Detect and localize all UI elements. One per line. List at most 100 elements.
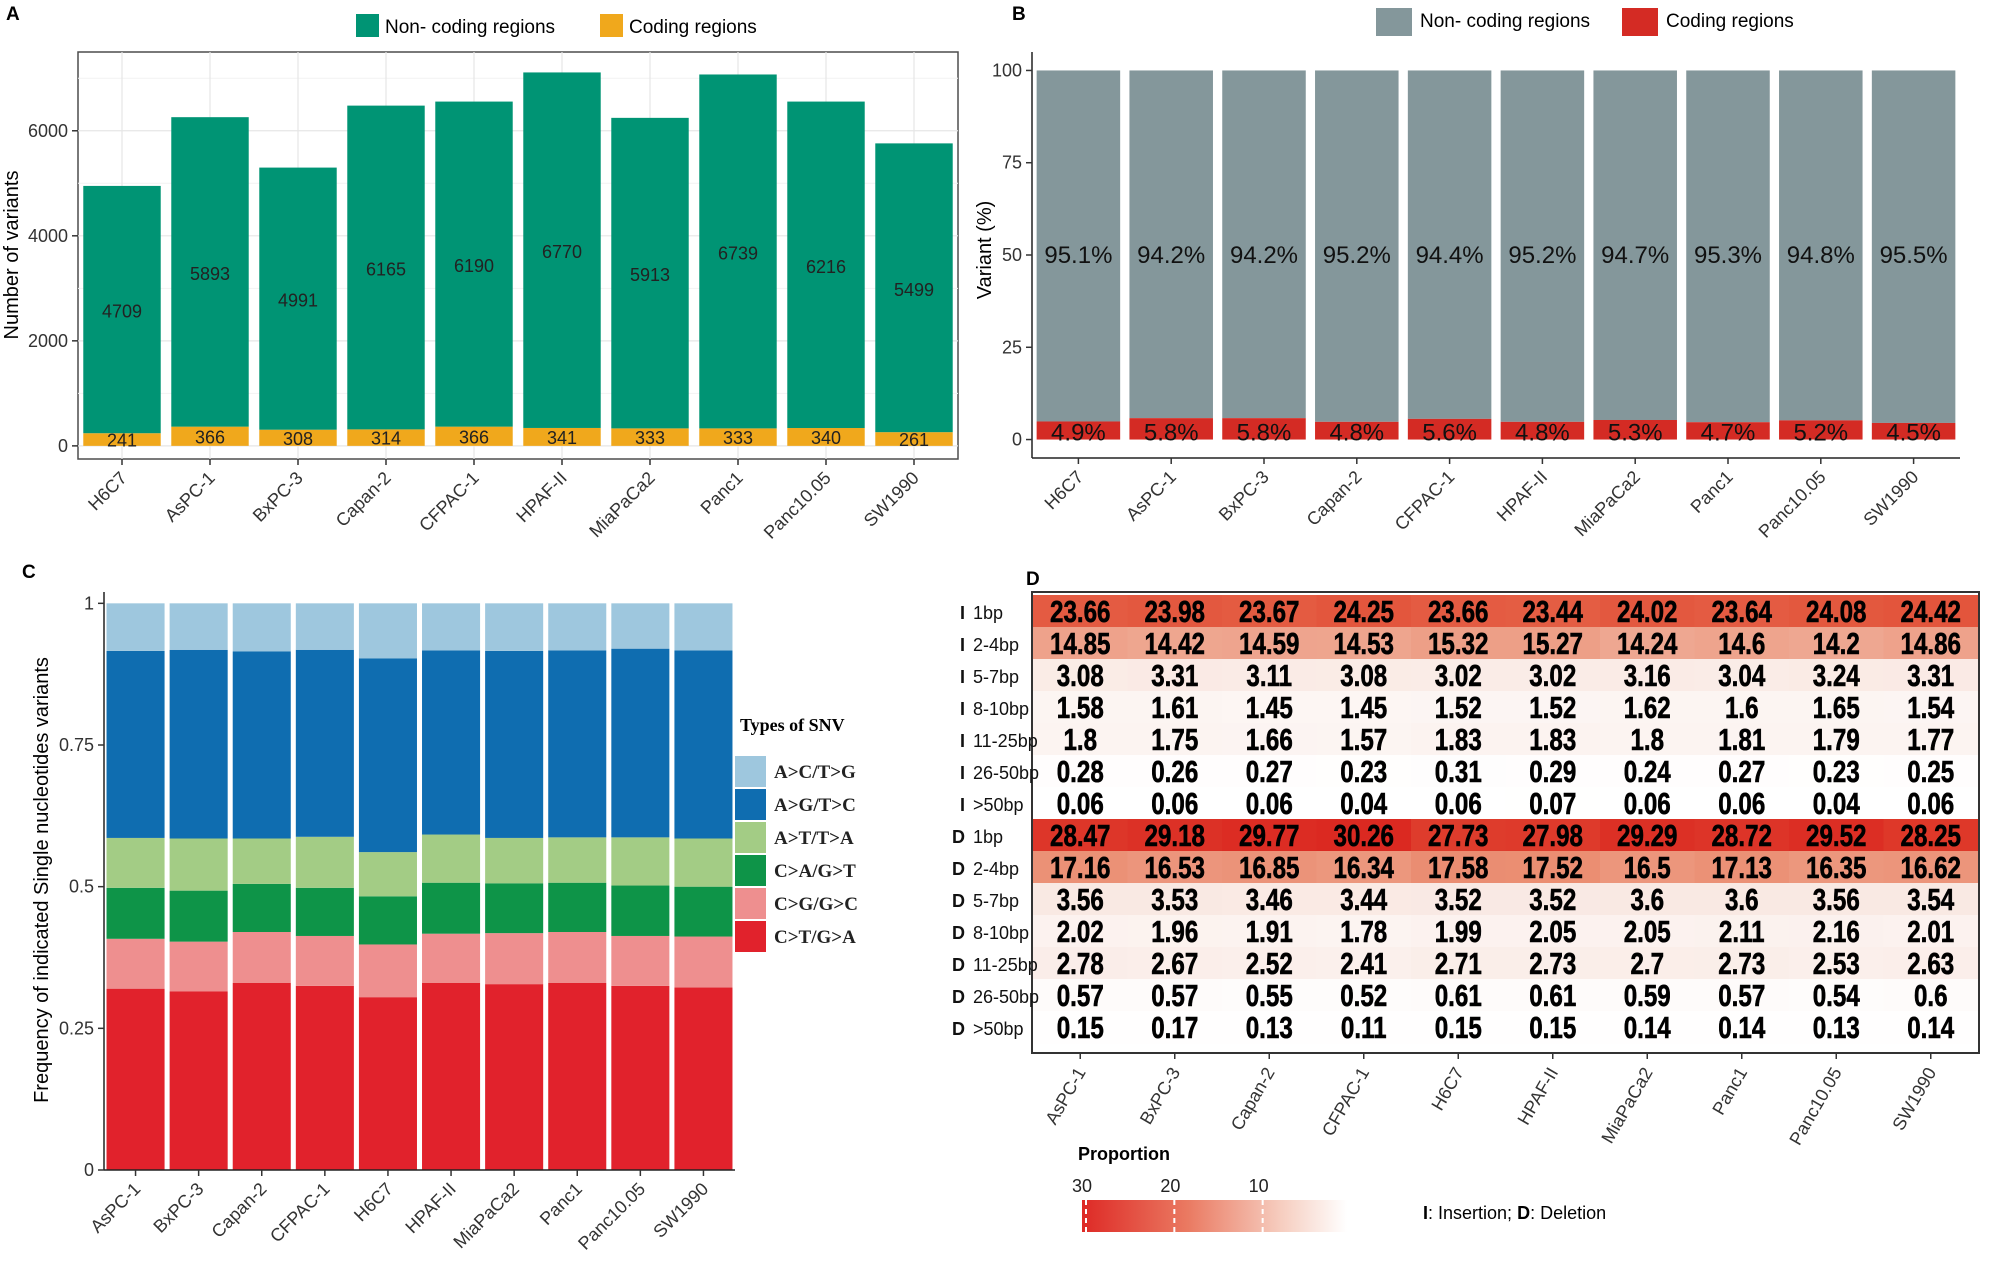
heatmap-cell-value: 0.52 <box>1340 978 1387 1013</box>
row-label-size: 8-10bp <box>973 923 1029 943</box>
y-tick-label: 4000 <box>28 226 68 246</box>
bar-segment <box>485 603 544 651</box>
row-label-type: I <box>960 635 965 655</box>
heatmap-cell <box>1694 1011 1790 1044</box>
heatmap-cell <box>1789 787 1885 820</box>
heatmap-cell-value: 3.31 <box>1907 658 1954 693</box>
heatmap-cell <box>1316 979 1412 1012</box>
heatmap-cell <box>1316 915 1412 948</box>
heatmap-cell <box>1694 755 1790 788</box>
heatmap-cell-value: 3.02 <box>1529 658 1576 693</box>
data-label-noncoding: 5893 <box>190 264 230 284</box>
data-label-coding: 341 <box>547 428 577 448</box>
bar-noncoding <box>1407 70 1492 419</box>
heatmap-cell-value: 3.56 <box>1813 882 1860 917</box>
heatmap-cell <box>1411 787 1507 820</box>
heatmap-cell <box>1789 883 1885 916</box>
bar-segment <box>169 838 228 891</box>
data-label-noncoding: 6216 <box>806 257 846 277</box>
heatmap-cell <box>1883 819 1979 852</box>
heatmap-cell <box>1316 883 1412 916</box>
heatmap-cell <box>1789 627 1885 660</box>
heatmap-cell <box>1411 627 1507 660</box>
heatmap-cell <box>1222 787 1318 820</box>
colorbar-title: Proportion <box>1078 1144 1170 1164</box>
bar-segment <box>358 896 417 945</box>
heatmap-cell <box>1127 819 1223 852</box>
row-label-type: I <box>960 699 965 719</box>
heatmap-cell-value: 0.07 <box>1529 786 1576 821</box>
row-label-size: 11-25bp <box>973 955 1038 975</box>
legend-label-coding-b: Coding regions <box>1666 11 1794 32</box>
footnote-i-symbol: I <box>1423 1203 1428 1223</box>
heatmap-cell-value: 1.83 <box>1529 722 1576 757</box>
heatmap-cell <box>1411 1011 1507 1044</box>
heatmap-cell <box>1411 595 1507 628</box>
x-axis-b: H6C7 AsPC-1 BxPC-3 Capan-2 CFPAC-1 HPAF-II Mia… <box>1041 458 1922 542</box>
heatmap-cell <box>1033 819 1129 852</box>
column-label: SW1990 <box>1888 1064 1940 1134</box>
heatmap-cell-value: 2.05 <box>1529 914 1576 949</box>
heatmap-cell-value: 0.27 <box>1246 754 1293 789</box>
bar-segment <box>548 603 607 651</box>
bar-noncoding <box>1315 70 1399 422</box>
x-tick-label: HPAF-II <box>401 1179 459 1237</box>
row-label-type: I <box>960 603 965 623</box>
heatmap-cell-value: 14.2 <box>1813 626 1860 661</box>
heatmap-cell <box>1883 691 1979 724</box>
heatmap-cell-value: 17.13 <box>1712 850 1772 885</box>
bar-segment <box>169 649 228 839</box>
heatmap-cell <box>1883 851 1979 884</box>
bars-a: 4709 241 5893 366 4991 308 6165 314 6190 366 6770 3… <box>83 72 953 451</box>
colorbar <box>1082 1200 1347 1232</box>
bar-coding <box>347 429 425 446</box>
data-label-noncoding: 4991 <box>278 291 318 311</box>
x-tick-label: Panc10.05 <box>574 1179 649 1254</box>
heatmap-cell-value: 15.32 <box>1428 626 1488 661</box>
colorbar-tick-label: 20 <box>1160 1176 1180 1196</box>
heatmap-cell-value: 1.61 <box>1151 690 1198 725</box>
heatmap-cell <box>1694 979 1790 1012</box>
heatmap-cell <box>1222 947 1318 980</box>
heatmap-cell <box>1411 723 1507 756</box>
heatmap-cell-value: 0.26 <box>1151 754 1198 789</box>
bar-segment <box>358 944 417 998</box>
heatmap-cell <box>1883 659 1979 692</box>
heatmap-cell <box>1600 947 1696 980</box>
heatmap-cell-value: 0.29 <box>1529 754 1576 789</box>
heatmap-cell <box>1127 691 1223 724</box>
heatmap-cell-value: 0.57 <box>1151 978 1198 1013</box>
bar-segment <box>358 997 417 1170</box>
legend-label: A>T/T>A <box>774 828 854 849</box>
bar-segment <box>548 650 607 838</box>
heatmap-cell-value: 3.44 <box>1340 882 1388 917</box>
legend-swatch <box>735 888 766 919</box>
heatmap-cell <box>1505 787 1601 820</box>
panel-label-a: A <box>6 4 20 25</box>
x-tick-label: MiaPaCa2 <box>585 468 659 542</box>
heatmap-cell-value: 2.41 <box>1340 946 1387 981</box>
data-label-coding: 314 <box>371 429 401 449</box>
heatmap-cell-value: 1.52 <box>1529 690 1576 725</box>
heatmap-cell-value: 0.24 <box>1624 754 1672 789</box>
legend-label: A>G/T>C <box>774 795 856 816</box>
heatmap-cell <box>1505 947 1601 980</box>
bar-segment <box>422 650 481 835</box>
heatmap-cell-value: 14.24 <box>1617 626 1678 661</box>
heatmap-cell-value: 1.91 <box>1246 914 1293 949</box>
legend-swatch <box>735 822 766 853</box>
data-label-noncoding: 94.7% <box>1601 242 1669 269</box>
heatmap-cell-value: 14.42 <box>1145 626 1205 661</box>
x-tick-label: AsPC-1 <box>161 468 219 526</box>
bars-c <box>106 603 733 1170</box>
x-tick-label: HPAF-II <box>1493 467 1551 525</box>
bar-segment <box>232 838 291 884</box>
heatmap-cell <box>1600 1011 1696 1044</box>
data-label-coding: 4.5% <box>1886 420 1941 447</box>
heatmap-cell-value: 3.02 <box>1435 658 1482 693</box>
heatmap-cell <box>1789 595 1885 628</box>
heatmap-cell-value: 1.66 <box>1246 722 1293 757</box>
heatmap-cell-value: 3.52 <box>1435 882 1482 917</box>
bar-segment <box>485 650 544 838</box>
heatmap-cell <box>1600 819 1696 852</box>
